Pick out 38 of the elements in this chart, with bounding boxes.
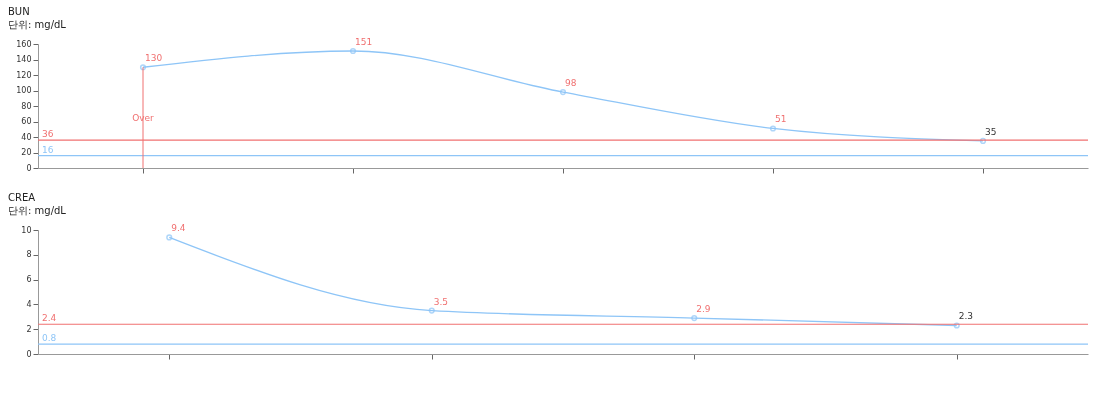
annotation: Over (132, 112, 155, 123)
ref-line-label: 16 (42, 144, 54, 155)
y-tick-label: 140 (16, 55, 32, 64)
data-label: 51 (775, 114, 787, 125)
y-tick-label: 8 (26, 250, 32, 260)
y-tick-label: 10 (21, 225, 32, 235)
data-label: 98 (565, 78, 577, 89)
ref-line-label: 36 (42, 129, 54, 140)
point (769, 125, 777, 132)
y-tick-label: 60 (21, 117, 32, 126)
data-label: 130 (145, 53, 163, 64)
y-tick-label: 80 (21, 101, 32, 111)
chart-title: CREA (8, 192, 36, 204)
y-tick-label: 2 (26, 324, 32, 334)
ref-line-label: 2.4 (42, 313, 57, 324)
y-tick-label: 160 (16, 39, 32, 49)
data-label: 151 (355, 36, 373, 47)
chart-subtitle: 단위: mg/dL (8, 18, 67, 30)
data-label: 2.3 (958, 311, 974, 322)
chart-subtitle: 단위: mg/dL (8, 205, 67, 217)
data-label: 35 (985, 126, 997, 137)
point (691, 314, 698, 322)
point (559, 88, 567, 96)
y-tick-label: 0 (26, 163, 32, 173)
y-tick-label: 0 (26, 349, 32, 359)
y-tick-label: 4 (26, 299, 32, 309)
y-tick-label: 40 (21, 132, 32, 142)
point (349, 47, 357, 55)
ref-line-label: 0.8 (42, 333, 57, 344)
data-label: 2.9 (696, 304, 711, 315)
data-label: 3.5 (433, 296, 449, 307)
point (428, 307, 435, 314)
y-tick-label: 120 (16, 70, 32, 80)
y-tick-label: 6 (26, 275, 32, 285)
chart-title: BUN (8, 5, 30, 17)
data-label: 9.4 (171, 223, 186, 234)
y-tick-label: 20 (21, 148, 32, 157)
y-tick-label: 100 (16, 86, 32, 95)
